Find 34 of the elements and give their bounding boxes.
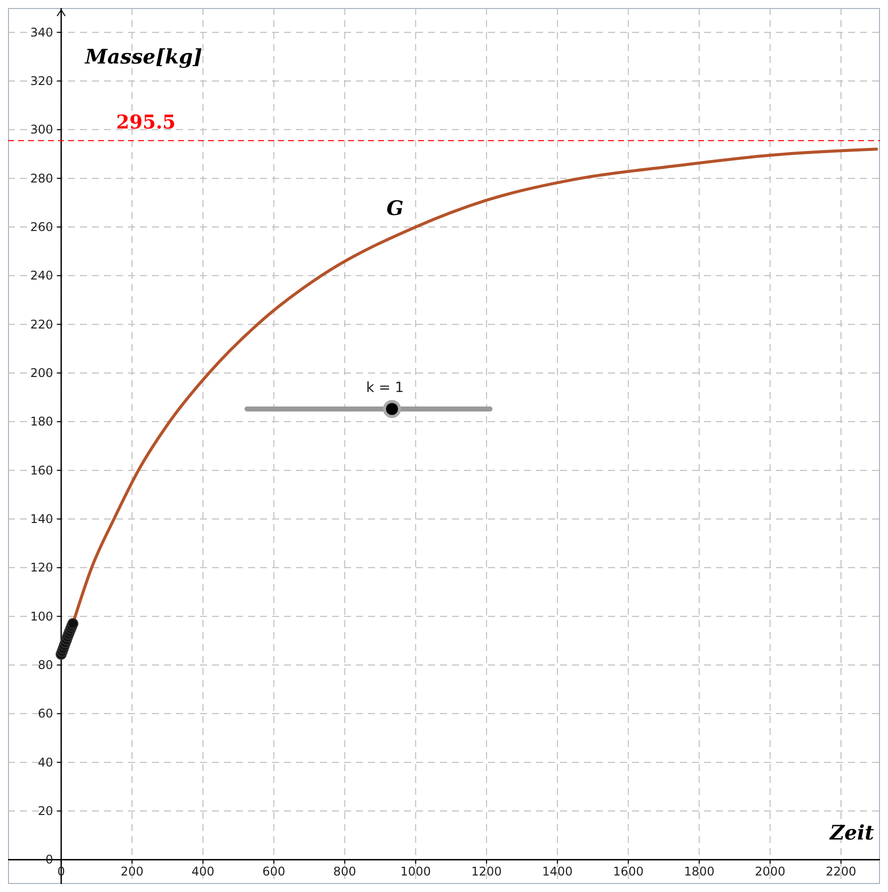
x-axis-title: Zeit [828,820,875,845]
y-tick-label: 160 [30,463,54,478]
y-tick-label: 260 [30,220,54,234]
y-tick-label: 180 [30,414,54,429]
x-tick-label: 2200 [826,864,856,879]
x-tick-label: 600 [262,864,286,879]
annotation: k = 1 [366,380,404,396]
y-tick-label: 220 [30,317,54,332]
series-label: G [386,196,404,220]
x-tick-label: 400 [192,864,214,879]
point [67,618,78,630]
y-tick-label: 200 [30,366,54,380]
y-tick-label: 100 [30,609,54,624]
x-tick-label: 1200 [471,864,502,879]
y-tick-label: 300 [30,122,54,137]
y-tick-label: 80 [38,658,54,672]
x-tick-label: 2000 [754,864,786,879]
x-tick-label: 1800 [684,864,714,879]
ref-line-label: 295.5 [116,112,176,134]
x-tick-label: 200 [120,864,144,879]
y-axis-title: Masse[kg] [84,44,202,69]
y-tick-label: 240 [30,268,54,283]
y-tick-label: 40 [38,755,54,770]
y-tick-label: 20 [38,804,54,818]
x-tick-label: 800 [333,864,356,879]
y-tick-label: 320 [30,74,54,88]
x-tick-label: 1400 [542,864,573,879]
y-tick-label: 340 [30,25,54,40]
y-tick-label: 140 [30,512,54,526]
x-tick-label: 1600 [613,864,644,879]
y-tick-label: 120 [30,560,54,575]
y-tick-label: 280 [30,171,54,186]
y-tick-label: 60 [38,706,54,721]
x-tick-label: 1000 [400,864,431,879]
